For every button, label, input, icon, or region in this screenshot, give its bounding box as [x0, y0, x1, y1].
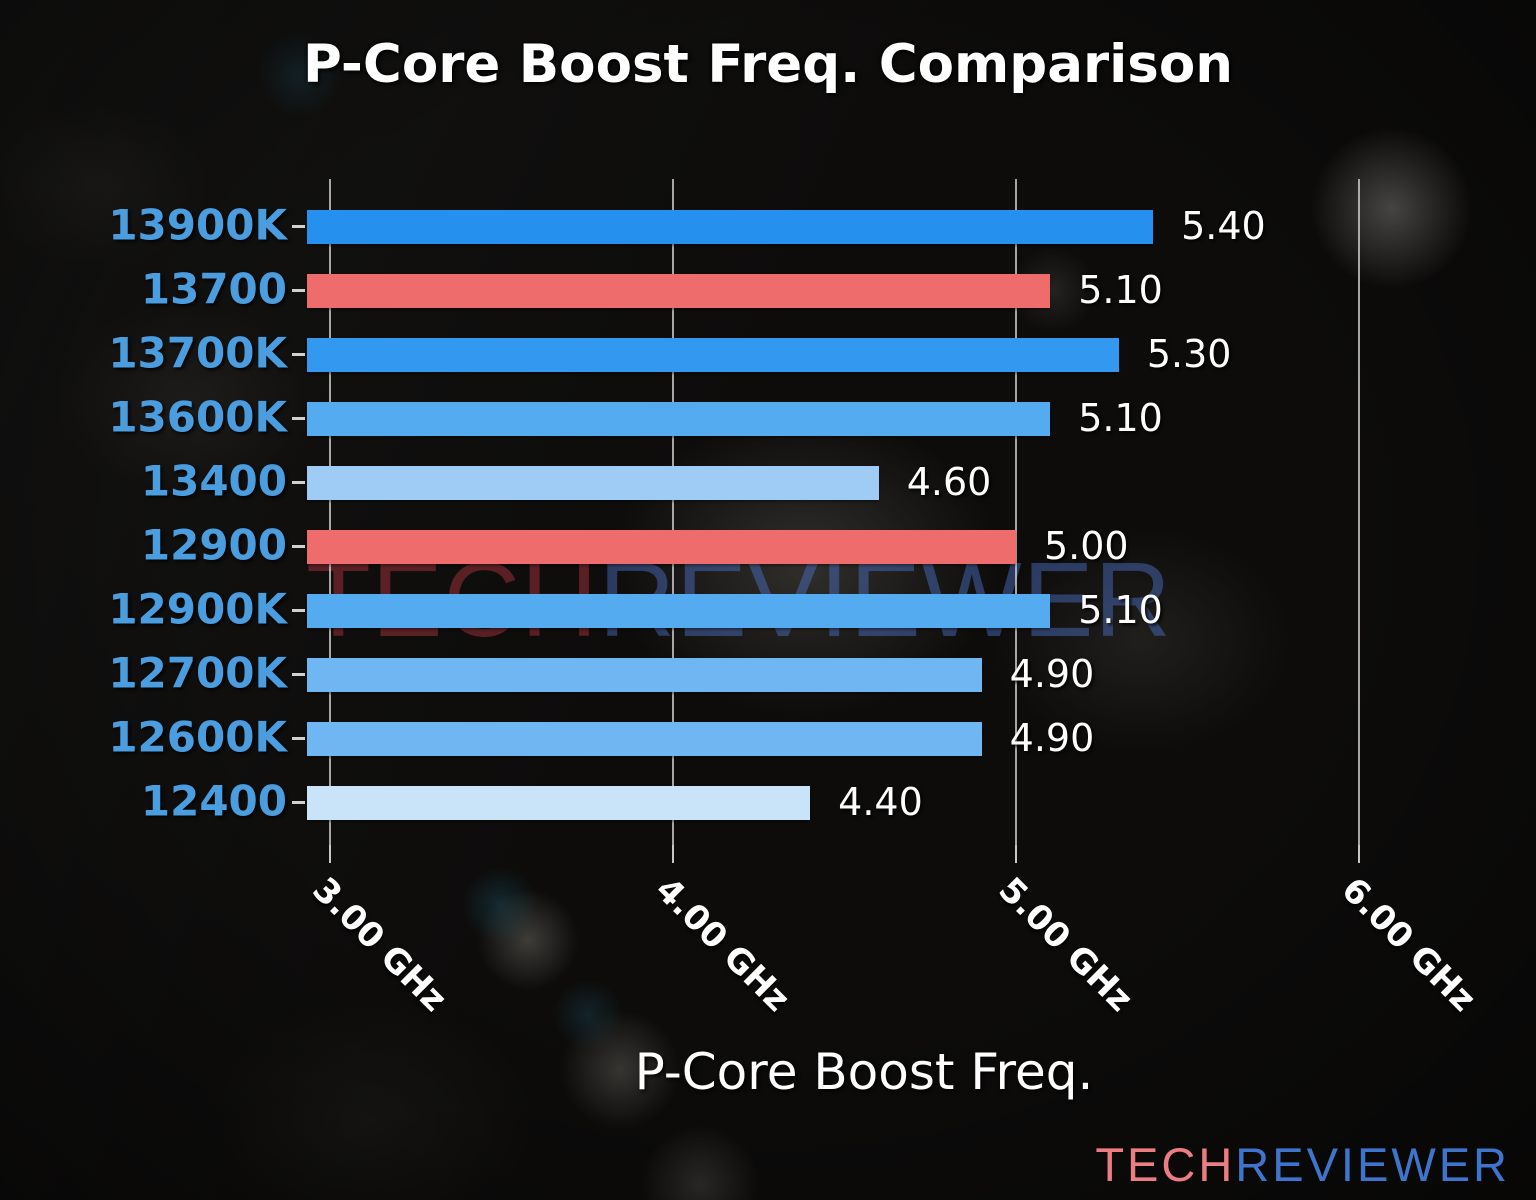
brand-logo: TECHREVIEWER: [1095, 1137, 1510, 1192]
bar-value-label: 5.10: [1078, 396, 1163, 441]
y-tick-mark: [292, 225, 305, 228]
y-tick-mark: [292, 609, 305, 612]
bar-value-label: 4.90: [1009, 652, 1095, 697]
bar: [307, 786, 811, 820]
bar: [307, 402, 1051, 436]
x-axis-label: P-Core Boost Freq.: [634, 1043, 1094, 1101]
bar: [307, 210, 1154, 244]
category-label: 12900K: [108, 584, 287, 634]
y-tick-mark: [292, 353, 305, 356]
gridline: [1357, 179, 1360, 845]
bar-row: 13900K 5.40: [108, 201, 1421, 250]
bar-value-label: 4.40: [838, 780, 923, 825]
bar-row: 13700 5.10: [141, 265, 1421, 314]
x-tick-mark: [671, 845, 674, 863]
bar-row: 12600K 4.90: [108, 713, 1421, 762]
y-tick-mark: [292, 673, 305, 676]
bar-row: 13400 4.60: [141, 457, 1421, 506]
category-label: 12900: [140, 520, 287, 570]
brand-logo-reviewer: REVIEWER: [1235, 1138, 1510, 1191]
bar-row: 12400 4.40: [141, 777, 1421, 826]
x-tick-mark: [1014, 845, 1017, 863]
y-tick-mark: [292, 289, 305, 292]
gridline: [1014, 179, 1017, 845]
brand-logo-tech: TECH: [1095, 1138, 1236, 1191]
y-tick-mark: [292, 417, 305, 420]
bar: [307, 466, 879, 500]
gridline: [328, 179, 331, 845]
bar: [307, 338, 1119, 372]
y-tick-mark: [292, 737, 305, 740]
bar: [307, 274, 1051, 308]
bar-value-label: 5.10: [1078, 268, 1163, 313]
category-label: 12400: [140, 776, 287, 826]
y-tick-mark: [292, 481, 305, 484]
bar: [307, 722, 982, 756]
category-label: 12700K: [108, 648, 287, 698]
bar-row: 12700K 4.90: [108, 649, 1421, 698]
bar: [307, 658, 982, 692]
bar-value-label: 5.10: [1078, 588, 1163, 633]
chart-title: P-Core Boost Freq. Comparison: [303, 34, 1233, 95]
bar-row: 13600K 5.10: [108, 393, 1421, 442]
bar-row: 12900K 5.10: [108, 585, 1421, 634]
bar: [307, 594, 1051, 628]
bar-row: 12900 5.00: [141, 521, 1421, 570]
category-label: 13600K: [108, 392, 287, 442]
bar-value-label: 5.40: [1181, 204, 1266, 249]
category-label: 13900K: [108, 200, 287, 250]
bar: [307, 530, 1016, 564]
plot-area: 3.00 GHz 4.00 GHz 5.00 GHz 6.00 GHz 13900K 5.…: [108, 179, 1483, 1020]
bar-value-label: 4.60: [906, 460, 992, 505]
category-label: 13700: [140, 264, 287, 314]
bar-value-label: 5.00: [1043, 524, 1129, 569]
category-label: 13400: [140, 456, 287, 506]
bar-row: 13700K 5.30: [108, 329, 1421, 378]
category-label: 12600K: [108, 712, 287, 762]
y-tick-mark: [292, 801, 305, 804]
bar-value-label: 5.30: [1146, 332, 1232, 377]
x-tick-mark: [328, 845, 331, 863]
y-tick-mark: [292, 545, 305, 548]
bar-value-label: 4.90: [1009, 716, 1095, 761]
x-tick-mark: [1357, 845, 1360, 863]
category-label: 13700K: [108, 328, 287, 378]
gridline: [671, 179, 674, 845]
